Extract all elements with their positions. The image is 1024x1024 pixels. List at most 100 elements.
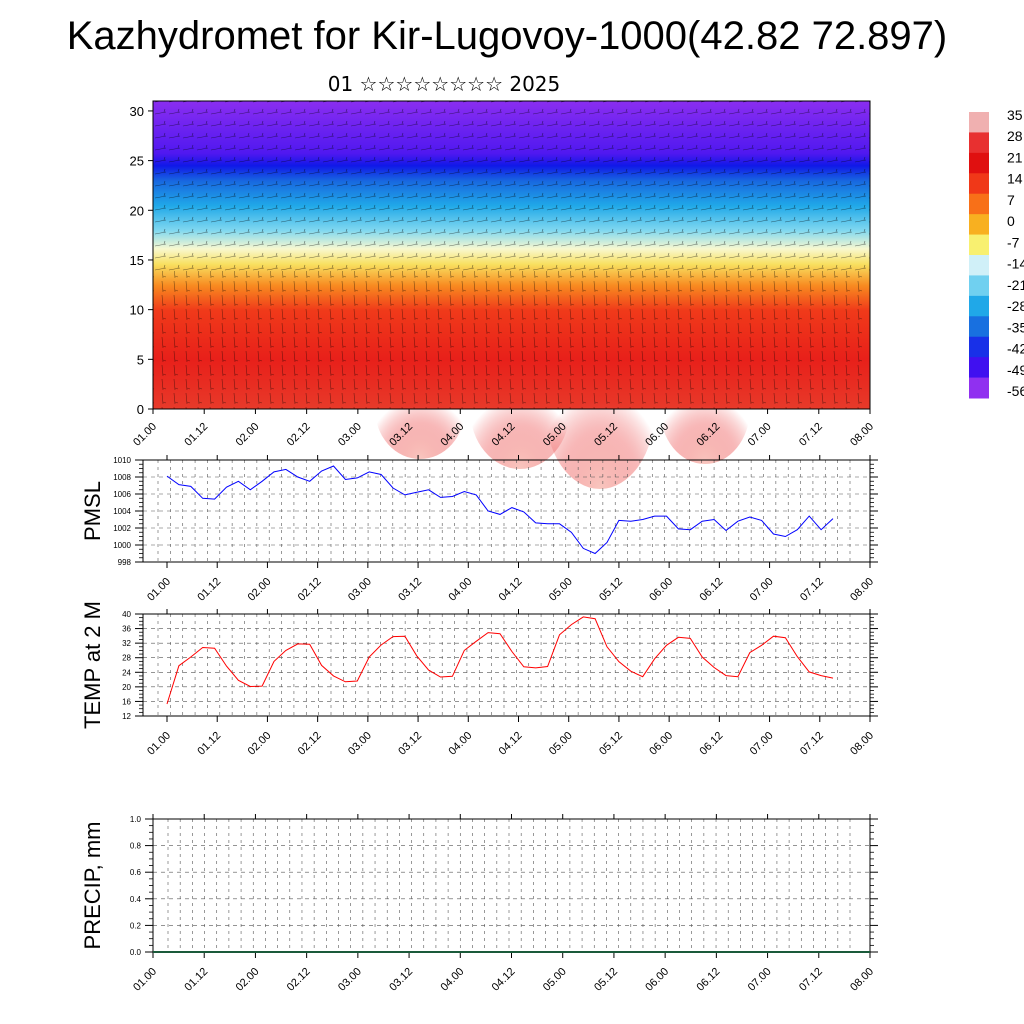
y-tick-label: 40 xyxy=(122,610,131,619)
y-tick-label: 998 xyxy=(118,558,132,567)
y-tick-label: 20 xyxy=(122,683,131,692)
y-tick-label: 0.0 xyxy=(130,948,142,957)
x-tick-label: 03.12 xyxy=(396,730,424,758)
colorbar-swatch xyxy=(969,316,989,338)
x-tick-label: 02.00 xyxy=(234,966,262,994)
x-tick-label: 04.00 xyxy=(446,730,474,758)
x-tick-label: 06.00 xyxy=(647,730,675,758)
colorbar-swatch xyxy=(969,377,989,399)
colorbar-label: 14 xyxy=(1007,171,1023,187)
chart-title: Kazhydromet for Kir-Lugovoy-1000(42.82 7… xyxy=(66,14,948,58)
colorbar-swatch xyxy=(969,193,989,215)
x-tick-label: 01.12 xyxy=(195,730,223,758)
x-tick-label: 05.00 xyxy=(547,576,575,604)
colorbar-label: 21 xyxy=(1007,149,1023,165)
x-tick-label: 08.00 xyxy=(848,421,876,449)
y-tick-label: 24 xyxy=(122,668,131,677)
x-tick-label: 06.00 xyxy=(647,576,675,604)
colorbar-swatch xyxy=(969,234,989,256)
panel-frame xyxy=(142,613,871,717)
x-tick-label: 03.00 xyxy=(346,576,374,604)
x-tick-label: 04.12 xyxy=(497,576,525,604)
wind-barbs-lower xyxy=(153,271,870,409)
x-tick-label: 07.12 xyxy=(797,966,825,994)
y-axis-label: PMSL xyxy=(80,481,105,541)
x-tick-label: 02.12 xyxy=(285,966,313,994)
x-tick-label: 06.12 xyxy=(698,730,726,758)
y-tick-label: 0.2 xyxy=(130,921,142,930)
x-tick-label: 05.12 xyxy=(597,730,625,758)
x-tick-label: 07.12 xyxy=(798,730,826,758)
colorbar-label: 35 xyxy=(1007,107,1023,123)
series-line xyxy=(166,465,834,555)
y-tick-label: 25 xyxy=(130,154,144,169)
colorbar-swatch xyxy=(969,152,989,174)
x-tick-label: 07.12 xyxy=(798,576,826,604)
x-tick-label: 01.12 xyxy=(182,421,210,449)
panel-frame xyxy=(152,818,871,953)
colorbar-swatch xyxy=(969,255,989,276)
colorbar-swatch xyxy=(969,357,989,379)
x-tick-label: 05.00 xyxy=(541,966,569,994)
x-tick-label: 02.12 xyxy=(285,421,313,449)
x-tick-label: 05.12 xyxy=(597,576,625,604)
y-tick-label: 10 xyxy=(130,303,144,318)
x-tick-label: 01.00 xyxy=(145,576,173,604)
x-tick-label: 04.12 xyxy=(497,730,525,758)
y-tick-label: 28 xyxy=(122,654,131,663)
y-tick-label: 20 xyxy=(130,203,144,218)
x-tick-label: 07.00 xyxy=(746,421,774,449)
x-tick-label: 01.12 xyxy=(195,576,223,604)
pmsl-panel: 998 1000 1002 1004 1006 1008 1010 01.00 01.12 02.… xyxy=(80,455,878,604)
x-tick-label: 05.12 xyxy=(592,966,620,994)
x-tick-label: 02.12 xyxy=(296,730,324,758)
y-tick-label: 0.6 xyxy=(130,868,142,877)
colorbar-label: -35 xyxy=(1007,319,1024,335)
x-tick-label: 07.00 xyxy=(746,966,774,994)
x-tick-label: 03.00 xyxy=(346,730,374,758)
y-tick-label: 1010 xyxy=(113,456,131,465)
x-tick-label: 07.00 xyxy=(748,576,776,604)
x-tick-label: 03.12 xyxy=(387,966,415,994)
series-line xyxy=(166,616,834,705)
colorbar-label: 7 xyxy=(1007,192,1015,208)
y-tick-label: 1004 xyxy=(113,507,131,516)
colorbar-swatch xyxy=(969,214,989,236)
precip-panel: 0.0 0.2 0.4 0.6 0.8 1.0 01.00 01.12 02.00 02.12 03… xyxy=(80,814,878,994)
temp2m-panel: 12 16 20 24 28 32 36 40 01.00 01.12 02.00 02.12 03.0… xyxy=(80,601,878,758)
wind-barbs-upper xyxy=(153,101,870,271)
x-tick-label: 08.00 xyxy=(848,576,876,604)
colorbar: 35 28 21 14 7 0 -7 -14 -21 -28 -35 -42 -49 -56 xyxy=(969,107,1024,399)
x-tick-label: 06.12 xyxy=(695,966,723,994)
x-tick-label: 07.00 xyxy=(748,730,776,758)
y-tick-label: 1008 xyxy=(113,473,131,482)
y-tick-label: 1.0 xyxy=(130,815,142,824)
colorbar-swatch xyxy=(969,295,989,317)
x-tick-label: 03.00 xyxy=(336,966,364,994)
y-tick-label: 12 xyxy=(122,712,131,721)
x-tick-label: 03.00 xyxy=(336,421,364,449)
x-tick-label: 01.00 xyxy=(131,966,159,994)
y-tick-label: 15 xyxy=(130,253,144,268)
x-tick-label: 02.12 xyxy=(296,576,324,604)
y-tick-label: 0.4 xyxy=(130,895,142,904)
x-tick-label: 08.00 xyxy=(848,966,876,994)
colorbar-swatch xyxy=(969,173,989,195)
colorbar-label: -21 xyxy=(1007,277,1024,293)
x-tick-label: 04.12 xyxy=(490,966,518,994)
x-tick-label: 05.00 xyxy=(547,730,575,758)
x-tick-label: 02.00 xyxy=(246,730,274,758)
x-tick-label: 07.12 xyxy=(797,421,825,449)
y-tick-label: 0.8 xyxy=(130,842,142,851)
x-tick-label: 03.12 xyxy=(396,576,424,604)
x-tick-label: 01.00 xyxy=(131,421,159,449)
x-tick-label: 04.00 xyxy=(438,966,466,994)
x-tick-label: 02.00 xyxy=(234,421,262,449)
y-tick-label: 36 xyxy=(122,625,131,634)
colorbar-label: -42 xyxy=(1007,341,1024,357)
y-tick-label: 30 xyxy=(130,104,144,119)
colorbar-label: -14 xyxy=(1007,256,1024,272)
y-tick-label: 1002 xyxy=(113,524,131,533)
y-tick-label: 32 xyxy=(122,639,131,648)
